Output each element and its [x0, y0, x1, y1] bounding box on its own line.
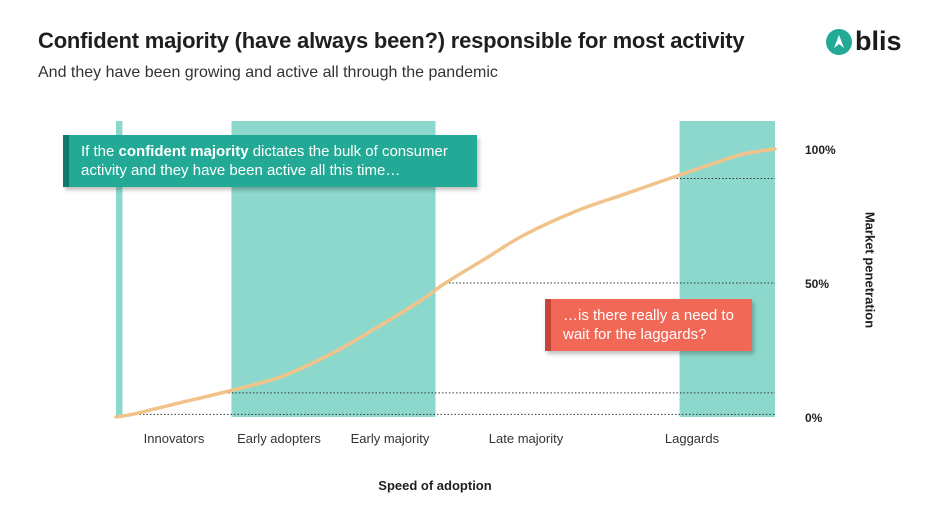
x-axis-label: Speed of adoption: [378, 478, 492, 493]
callout-suffix: dictates the bulk of consumer activity a…: [81, 143, 448, 179]
callout-prefix: If the: [81, 143, 119, 160]
y-tick-labels: 0% 50% 100%: [805, 143, 836, 425]
laggards-callout-text: …is there really a need to wait for the …: [563, 307, 734, 343]
reference-lines: [132, 177, 775, 415]
callout-bold: confident majority: [118, 143, 249, 160]
chart-subtitle: And they have been growing and active al…: [38, 64, 498, 81]
blis-logo-icon: [826, 28, 852, 55]
category-label-early-adopters: Early adopters: [237, 431, 321, 446]
chart-title: Confident majority (have always been?) r…: [38, 28, 745, 53]
category-labels: Innovators Early adopters Early majority La…: [144, 431, 720, 446]
y-tick-50: 50%: [805, 277, 829, 291]
category-label-innovators: Innovators: [144, 431, 205, 446]
laggards-callout: …is there really a need to wait for the …: [545, 299, 752, 351]
adoption-curve: [114, 147, 777, 419]
y-tick-0: 0%: [805, 411, 823, 425]
blis-logo-text: blis: [855, 26, 902, 56]
y-axis-label: Market penetration: [862, 211, 878, 329]
blis-logo: blis: [826, 28, 902, 55]
y-tick-100: 100%: [805, 143, 836, 157]
category-label-early-majority: Early majority: [351, 431, 430, 446]
band-laggards: [679, 121, 775, 417]
confident-majority-callout: If the confident majority dictates the b…: [63, 135, 477, 187]
band-innovators: [116, 121, 123, 417]
category-label-laggards: Laggards: [665, 431, 720, 446]
category-label-late-majority: Late majority: [489, 431, 564, 446]
